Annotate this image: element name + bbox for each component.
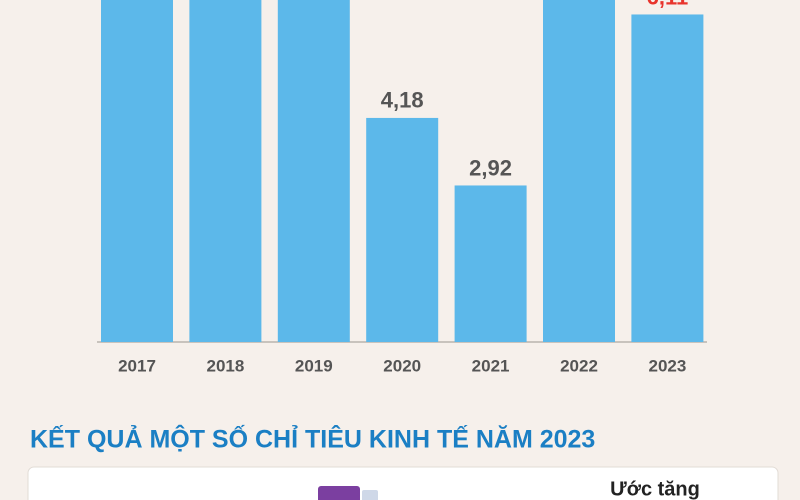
bar bbox=[454, 185, 527, 342]
card-text: Ước tăng bbox=[610, 478, 700, 500]
x-tick-label: 2022 bbox=[560, 356, 598, 375]
x-tick-label: 2020 bbox=[383, 356, 421, 375]
bar bbox=[277, 0, 350, 342]
card bbox=[27, 466, 779, 500]
data-label: 2,92 bbox=[469, 155, 512, 180]
bar bbox=[101, 0, 173, 343]
section-title: KẾT QUẢ MỘT SỐ CHỈ TIÊU KINH TẾ NĂM 2023 bbox=[30, 424, 595, 454]
x-tick-label: 2019 bbox=[295, 356, 333, 375]
bar bbox=[366, 117, 439, 343]
bar bbox=[543, 0, 615, 342]
icon bbox=[362, 490, 378, 500]
bar bbox=[189, 0, 262, 343]
bar bbox=[631, 14, 704, 342]
icon bbox=[318, 486, 360, 500]
x-tick-label: 2021 bbox=[472, 356, 510, 375]
data-label: 6,11 bbox=[647, 0, 689, 9]
x-tick-label: 2023 bbox=[648, 356, 686, 375]
data-label: 4,18 bbox=[381, 88, 424, 113]
x-tick-label: 2018 bbox=[206, 356, 244, 375]
x-tick-label: 2017 bbox=[118, 356, 156, 375]
